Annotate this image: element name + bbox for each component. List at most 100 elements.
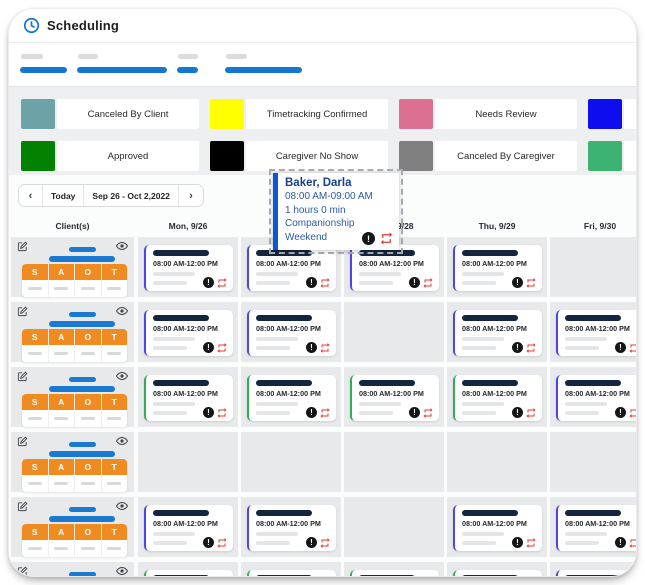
shift-time: 08:00 AM-12:00 PM xyxy=(153,324,218,333)
saot-letter-button[interactable]: S xyxy=(22,264,49,280)
day-cell xyxy=(344,432,444,492)
shift-card[interactable]: 08:00 AM-12:00 PM ! xyxy=(144,570,233,576)
saot-letter-button[interactable]: A xyxy=(48,459,75,475)
shift-card[interactable]: 08:00 AM-12:00 PM ! xyxy=(556,570,636,576)
eye-icon[interactable] xyxy=(115,240,129,252)
redacted-tab[interactable] xyxy=(177,54,198,73)
edit-icon[interactable] xyxy=(17,371,28,382)
next-week-button[interactable]: › xyxy=(189,189,193,202)
saot-letter-button[interactable]: T xyxy=(101,459,127,475)
saot-letter-button[interactable]: T xyxy=(101,394,127,410)
eye-icon[interactable] xyxy=(115,500,129,512)
redacted-caregiver-name-bar xyxy=(565,380,621,386)
client-cell[interactable]: S A O T xyxy=(11,562,134,576)
shift-card[interactable]: 08:00 AM-12:00 PM ! xyxy=(144,505,233,551)
shift-time: 08:00 AM-12:00 PM xyxy=(256,324,321,333)
shift-card[interactable]: 08:00 AM-12:00 PM ! xyxy=(453,310,542,356)
saot-counts xyxy=(22,540,127,557)
saot-letter-button[interactable]: T xyxy=(101,329,127,345)
day-cell: 08:00 AM-12:00 PM ! xyxy=(241,562,341,576)
redacted-caregiver-name-bar xyxy=(359,380,415,386)
tabs-bar xyxy=(9,43,636,87)
shift-card[interactable]: 08:00 AM-12:00 PM ! xyxy=(144,375,233,421)
redacted-tab[interactable] xyxy=(20,54,67,73)
shift-time: 08:00 AM-12:00 PM xyxy=(359,259,424,268)
client-saot-card: S A O T xyxy=(22,394,127,427)
shift-card[interactable]: 08:00 AM-12:00 PM ! xyxy=(144,310,233,356)
redacted-detail-bar xyxy=(153,532,195,536)
eye-icon[interactable] xyxy=(115,305,129,317)
redacted-client-name-bar xyxy=(49,451,115,457)
saot-counts xyxy=(22,280,127,297)
saot-letter-button[interactable]: A xyxy=(48,394,75,410)
client-cell[interactable]: S A O T xyxy=(11,497,134,557)
saot-letter-button[interactable]: A xyxy=(48,524,75,540)
redacted-client-name-bar xyxy=(49,321,115,327)
client-cell[interactable]: S A O T xyxy=(11,367,134,427)
client-saot-card: S A O T xyxy=(22,329,127,362)
shift-card[interactable]: 08:00 AM-12:00 PM ! xyxy=(247,310,336,356)
shift-card[interactable]: 08:00 AM-12:00 PM ! xyxy=(247,570,336,576)
client-cell[interactable]: S A O T xyxy=(11,302,134,362)
day-cell: 08:00 AM-12:00 PM ! xyxy=(241,497,341,557)
shift-card[interactable]: 08:00 AM-12:00 PM ! xyxy=(247,375,336,421)
recurring-icon xyxy=(319,277,331,289)
saot-letter-button[interactable]: A xyxy=(48,264,75,280)
client-cell[interactable]: S A O T xyxy=(11,432,134,492)
today-button[interactable]: Today xyxy=(43,185,85,206)
redacted-client-name-bar xyxy=(69,572,96,576)
recurring-icon xyxy=(216,342,228,354)
edit-icon[interactable] xyxy=(17,306,28,317)
warning-icon: ! xyxy=(306,407,317,418)
legend-label: Canceled By Client xyxy=(57,99,199,129)
shift-card[interactable]: 08:00 AM-12:00 PM ! xyxy=(453,375,542,421)
legend-grid: Canceled By Client Timetracking Confirmed… xyxy=(21,99,636,171)
redacted-tab[interactable] xyxy=(77,54,167,73)
eye-icon[interactable] xyxy=(115,565,129,576)
eye-icon[interactable] xyxy=(115,435,129,447)
eye-icon[interactable] xyxy=(115,370,129,382)
shift-card[interactable]: 08:00 AM-12:00 PM ! xyxy=(350,375,439,421)
saot-buttons: S A O T xyxy=(22,459,127,475)
shift-card[interactable]: 08:00 AM-12:00 PM ! xyxy=(247,505,336,551)
saot-letter-button[interactable]: O xyxy=(75,264,102,280)
shift-card[interactable]: 08:00 AM-12:00 PM ! xyxy=(453,245,542,291)
recurring-icon xyxy=(525,277,537,289)
shift-tooltip: Baker, Darla 08:00 AM-09:00 AM 1 hours 0… xyxy=(269,169,403,254)
saot-letter-button[interactable]: T xyxy=(101,264,127,280)
saot-count-cell xyxy=(49,345,75,362)
day-cell xyxy=(344,497,444,557)
prev-week-button[interactable]: ‹ xyxy=(19,185,43,206)
warning-icon: ! xyxy=(512,407,523,418)
saot-letter-button[interactable]: S xyxy=(22,524,49,540)
saot-letter-button[interactable]: S xyxy=(22,459,49,475)
saot-letter-button[interactable]: A xyxy=(48,329,75,345)
client-cell[interactable]: S A O T xyxy=(11,237,134,297)
day-cell: 08:00 AM-12:00 PM ! xyxy=(138,237,238,297)
recurring-icon xyxy=(422,277,434,289)
redacted-caregiver-name-bar xyxy=(256,315,312,321)
edit-icon[interactable] xyxy=(17,241,28,252)
saot-letter-button[interactable]: S xyxy=(22,394,49,410)
shift-card[interactable]: 08:00 AM-12:00 PM ! xyxy=(350,570,439,576)
saot-letter-button[interactable]: O xyxy=(75,329,102,345)
saot-letter-button[interactable]: O xyxy=(75,459,102,475)
shift-card[interactable]: 08:00 AM-12:00 PM ! xyxy=(556,310,636,356)
saot-letter-button[interactable]: T xyxy=(101,524,127,540)
edit-icon[interactable] xyxy=(17,501,28,512)
redacted-count-bar xyxy=(54,416,69,421)
edit-icon[interactable] xyxy=(17,566,28,576)
shift-card[interactable]: 08:00 AM-12:00 PM ! xyxy=(453,570,542,576)
shift-card[interactable]: 08:00 AM-12:00 PM ! xyxy=(556,505,636,551)
shift-card[interactable]: 08:00 AM-12:00 PM ! xyxy=(453,505,542,551)
redacted-tab[interactable] xyxy=(225,54,302,73)
redacted-detail-bar xyxy=(359,281,393,285)
saot-letter-button[interactable]: S xyxy=(22,329,49,345)
redacted-detail-bar xyxy=(153,541,187,545)
saot-letter-button[interactable]: O xyxy=(75,524,102,540)
shift-card[interactable]: 08:00 AM-12:00 PM ! xyxy=(556,375,636,421)
shift-card[interactable]: 08:00 AM-12:00 PM ! xyxy=(144,245,233,291)
redacted-caregiver-name-bar xyxy=(565,575,621,576)
edit-icon[interactable] xyxy=(17,436,28,447)
saot-letter-button[interactable]: O xyxy=(75,394,102,410)
